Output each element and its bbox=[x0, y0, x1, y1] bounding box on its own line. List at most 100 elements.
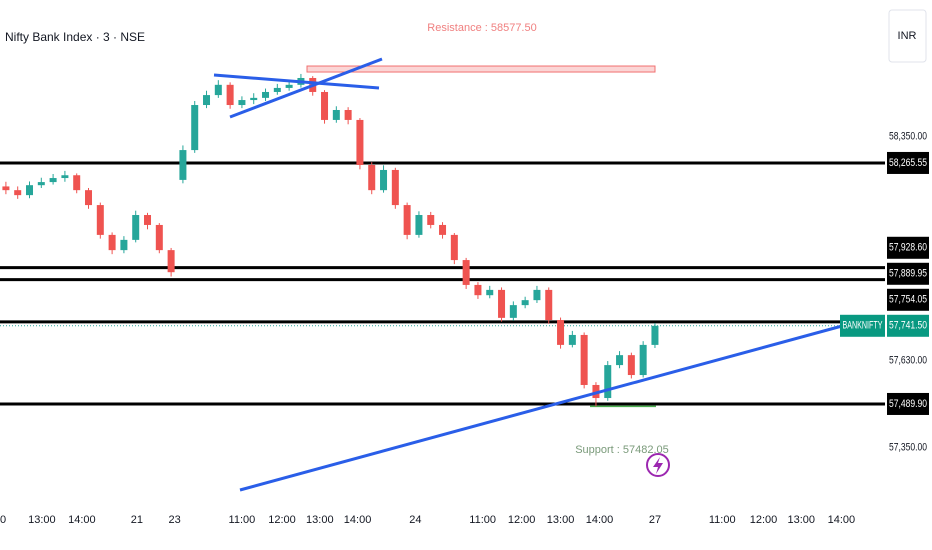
candle-body bbox=[568, 334, 576, 345]
x-tick-label: 14:00 bbox=[344, 514, 372, 526]
candle-body bbox=[262, 91, 270, 98]
x-tick-label: 11:00 bbox=[229, 514, 256, 526]
level-price-box bbox=[887, 288, 929, 311]
y-tick-label: 58,350.00 bbox=[889, 131, 927, 143]
candle-body bbox=[415, 215, 423, 235]
candle-body bbox=[214, 84, 222, 96]
plot-area: Resistance : 58577.50 Support : 57482.05 0… bbox=[0, 22, 885, 526]
candle-body bbox=[533, 289, 541, 301]
candle-body bbox=[486, 289, 494, 296]
candle-body bbox=[238, 100, 246, 106]
candle-body bbox=[616, 355, 624, 366]
candle-body bbox=[604, 365, 612, 399]
candle-body bbox=[273, 87, 281, 92]
symbol-box bbox=[840, 314, 885, 337]
candle-body bbox=[155, 224, 163, 251]
x-tick-label: 27 bbox=[649, 514, 661, 526]
y-tick-label: 57,630.00 bbox=[889, 354, 927, 366]
x-tick-label: 13:00 bbox=[788, 514, 816, 526]
candle-body bbox=[226, 84, 234, 106]
x-tick-label: 12:00 bbox=[268, 514, 296, 526]
candle-body bbox=[108, 234, 116, 251]
y-tick-label: 57,741.50 bbox=[889, 320, 927, 332]
currency-label[interactable]: INR bbox=[898, 30, 917, 42]
y-tick-label: 57,928.60 bbox=[889, 242, 927, 254]
x-tick-label: 13:00 bbox=[306, 514, 334, 526]
candle-body bbox=[120, 239, 128, 251]
candle-body bbox=[557, 320, 565, 345]
x-tick-label: 14:00 bbox=[828, 514, 856, 526]
y-tick-label: 57,889.95 bbox=[889, 268, 927, 280]
candle-body bbox=[427, 215, 435, 225]
level-price-box bbox=[887, 151, 929, 174]
candle-body bbox=[651, 325, 659, 345]
x-tick-label: 12:00 bbox=[750, 514, 778, 526]
x-tick-label: 11:00 bbox=[709, 514, 736, 526]
symbol-label: BANKNIFTY bbox=[843, 320, 883, 332]
candle-body bbox=[391, 169, 399, 206]
y-tick-label: 57,754.05 bbox=[889, 294, 927, 306]
x-tick-label: 13:00 bbox=[28, 514, 56, 526]
candle-body bbox=[450, 234, 458, 261]
candle-body bbox=[26, 185, 34, 196]
candle-body bbox=[96, 205, 104, 235]
y-tick-label: 57,489.90 bbox=[889, 398, 927, 410]
candle-body bbox=[179, 150, 187, 180]
candle-body bbox=[627, 355, 635, 376]
x-tick-label: 13:00 bbox=[547, 514, 575, 526]
support-label: Support : 57482.05 bbox=[575, 444, 669, 456]
candle-body bbox=[403, 205, 411, 235]
candle-body bbox=[380, 169, 388, 191]
x-tick-label: 00 bbox=[0, 514, 6, 526]
resistance-zone bbox=[306, 65, 656, 73]
current-price-box bbox=[887, 314, 929, 337]
level-price-box bbox=[887, 262, 929, 285]
level-price-box bbox=[887, 392, 929, 415]
candle-body bbox=[462, 260, 470, 285]
x-tick-label: 24 bbox=[409, 514, 421, 526]
currency-button[interactable] bbox=[888, 9, 927, 63]
candle-body bbox=[474, 284, 482, 296]
price-axis: 58,350.00 57,630.00 57,350.00 58,265.55 57,9… bbox=[840, 131, 929, 453]
resistance-label: Resistance : 58577.50 bbox=[427, 22, 536, 34]
x-tick-label: 14:00 bbox=[586, 514, 614, 526]
candle-body bbox=[509, 305, 517, 318]
x-tick-label: 14:00 bbox=[68, 514, 96, 526]
chart-title: Nifty Bank Index · 3 · NSE bbox=[5, 30, 145, 44]
y-tick-label: 58,265.55 bbox=[889, 157, 927, 169]
candle-body bbox=[545, 289, 553, 321]
event-icon-bolt bbox=[653, 457, 663, 474]
trendline bbox=[213, 73, 380, 90]
candle-body bbox=[521, 300, 529, 306]
candle-body bbox=[439, 224, 447, 235]
x-tick-label: 11:00 bbox=[469, 514, 496, 526]
candle-body bbox=[332, 109, 340, 120]
candle-body bbox=[73, 175, 81, 191]
candle-body bbox=[191, 105, 199, 151]
candle-body bbox=[368, 164, 376, 191]
candle-body bbox=[498, 289, 506, 318]
candle-body bbox=[49, 178, 57, 183]
candle-body bbox=[203, 95, 211, 106]
candle-body bbox=[85, 190, 93, 206]
candle-body bbox=[37, 182, 45, 186]
candle-body bbox=[144, 215, 152, 225]
candle-body bbox=[580, 334, 588, 385]
candle-body bbox=[250, 97, 258, 101]
candle-body bbox=[344, 109, 352, 120]
y-tick-label: 57,350.00 bbox=[889, 441, 927, 453]
x-tick-label: 21 bbox=[131, 514, 143, 526]
candle-body bbox=[321, 91, 329, 120]
candle-body bbox=[167, 250, 175, 273]
candle-body bbox=[14, 190, 22, 196]
candle-body bbox=[132, 215, 140, 240]
candle-body bbox=[2, 186, 10, 191]
x-tick-label: 12:00 bbox=[508, 514, 536, 526]
candle-body bbox=[356, 119, 364, 165]
candle-body bbox=[639, 344, 647, 376]
candle-body bbox=[285, 84, 293, 88]
trendline bbox=[239, 324, 843, 492]
x-tick-label: 23 bbox=[169, 514, 181, 526]
candle-body bbox=[61, 175, 69, 179]
